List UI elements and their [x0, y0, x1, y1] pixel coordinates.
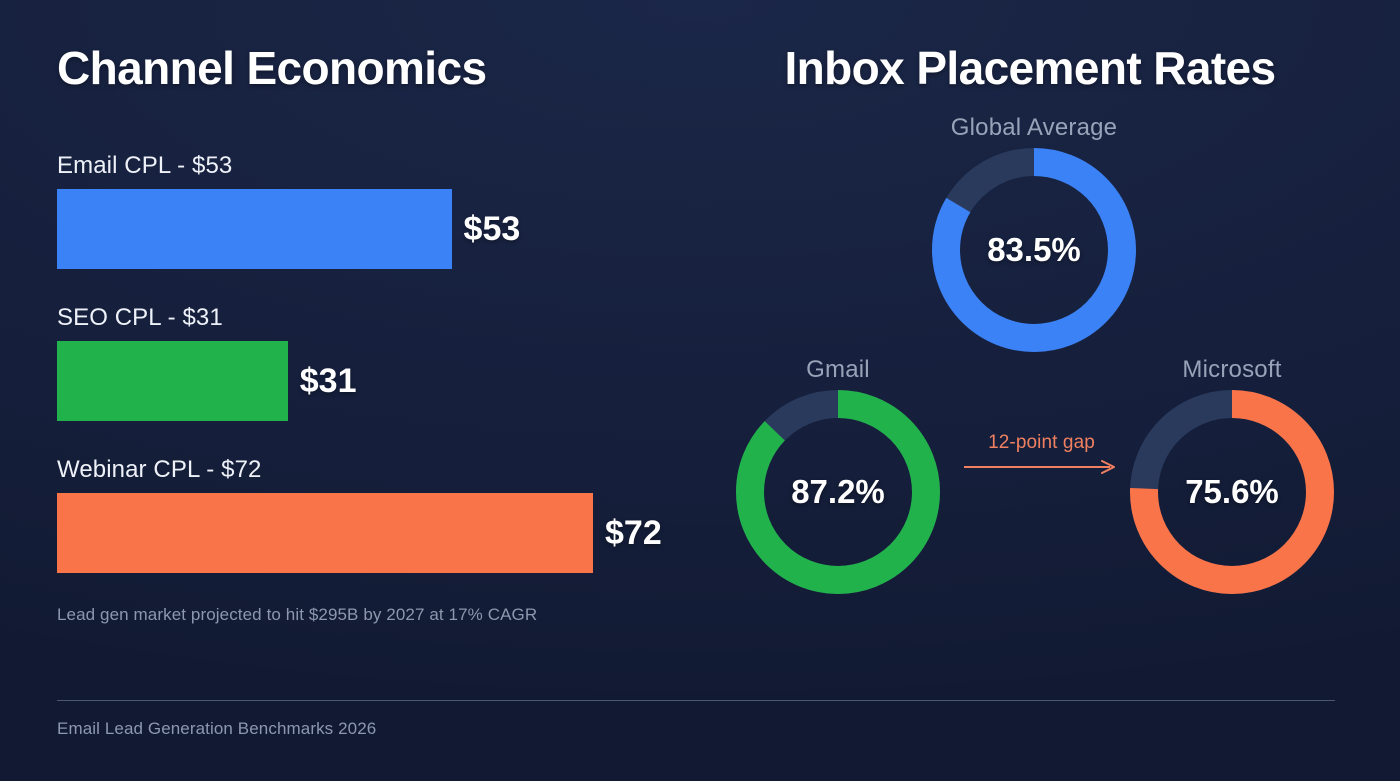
bar-label: Webinar CPL - $72: [57, 456, 262, 484]
gap-annotation: 12-point gap: [964, 432, 1119, 475]
left-panel-title: Channel Economics: [57, 42, 487, 94]
bar-fill: [57, 493, 593, 574]
donut-value-label: 75.6%: [1185, 473, 1279, 511]
donut-microsoft: Microsoft 75.6%: [1112, 356, 1352, 595]
donut-gmail: Gmail 87.2%: [718, 356, 958, 595]
bar-label: Email CPL - $53: [57, 152, 233, 180]
bar-chart: Email CPL - $53 $53 SEO CPL - $31 $31 We…: [57, 152, 697, 574]
donut-ring: 87.2%: [736, 390, 940, 595]
market-projection-note: Lead gen market projected to hit $295B b…: [57, 605, 538, 625]
bar-label: SEO CPL - $31: [57, 304, 223, 332]
bar-value: $72: [605, 513, 662, 552]
donut-ring: 75.6%: [1130, 390, 1334, 595]
donut-value-label: 83.5%: [987, 231, 1081, 269]
bar-fill: [57, 341, 288, 422]
donut-value-label: 87.2%: [791, 473, 885, 511]
donut-svg: [932, 148, 1136, 353]
inbox-placement-panel: Inbox Placement Rates Global Average 83.…: [700, 44, 1360, 664]
donut-caption: Microsoft: [1182, 356, 1282, 384]
footer-source: Email Lead Generation Benchmarks 2026: [57, 719, 377, 738]
bar-row: Webinar CPL - $72 $72: [57, 456, 697, 574]
donut-value-arc: [1130, 390, 1334, 595]
donut-value-arc: [932, 148, 1136, 353]
arrow-right-icon: [964, 460, 1115, 475]
donut-caption: Gmail: [806, 356, 870, 384]
bar-value: $31: [299, 361, 357, 400]
right-panel-title: Inbox Placement Rates: [784, 42, 1276, 94]
bar-row: SEO CPL - $31 $31: [57, 304, 697, 422]
bar-fill: [57, 189, 452, 270]
donut-value-arc: [736, 390, 940, 595]
footer-divider: [57, 700, 1335, 701]
donut-ring: 83.5%: [932, 148, 1136, 353]
bar-value: $53: [463, 209, 521, 248]
bar-track: $72: [57, 493, 697, 574]
bar-row: Email CPL - $53 $53: [57, 152, 697, 270]
bar-track: $31: [57, 341, 697, 422]
gap-annotation-label: 12-point gap: [988, 432, 1095, 454]
bar-track: $53: [57, 189, 697, 270]
donut-global-average: Global Average 83.5%: [914, 114, 1154, 353]
donut-svg: [1130, 390, 1334, 595]
donut-chart-group: Global Average 83.5% Gmail: [700, 114, 1360, 634]
donut-caption: Global Average: [950, 114, 1118, 142]
channel-economics-panel: Channel Economics Email CPL - $53 $53 SE…: [57, 44, 697, 625]
donut-svg: [736, 390, 940, 595]
